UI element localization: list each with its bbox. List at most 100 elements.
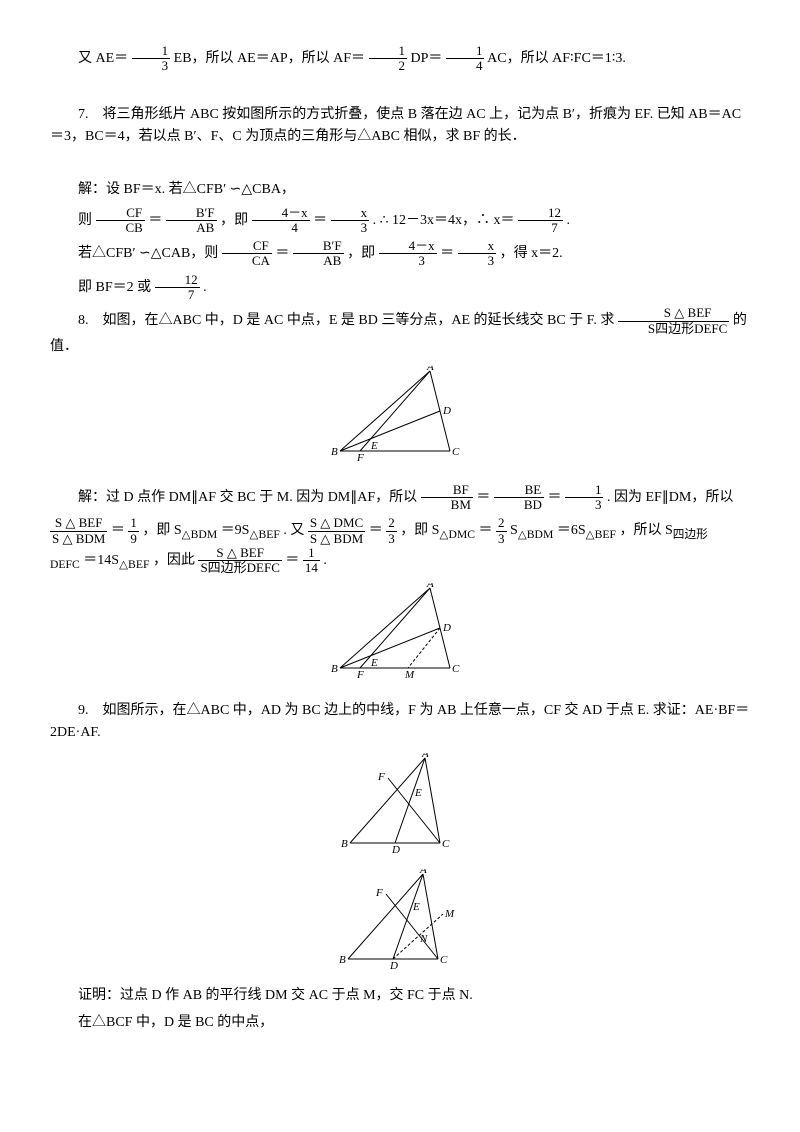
- triangle-diagram-2: A B C D EF M: [330, 583, 470, 683]
- svg-text:D: D: [442, 405, 451, 417]
- text: AC，所以 AF∶FC＝1∶3.: [487, 51, 626, 66]
- triangle-diagram-4: ABCDEFMN: [338, 869, 463, 969]
- q8-problem: 8. 如图，在△ABC 中，D 是 AC 中点，E 是 BD 三等分点，AE 的…: [50, 306, 750, 358]
- text: ＝: [440, 246, 454, 261]
- svg-text:E: E: [370, 440, 378, 452]
- frac: 23: [386, 516, 397, 546]
- frac: CFCB: [96, 206, 145, 236]
- text: ＝: [476, 490, 490, 505]
- q7-sol-line1: 解：设 BF＝x. 若△CFB′ ∽△CBA，: [50, 179, 750, 201]
- q9-problem: 9. 如图所示，在△ABC 中，AD 为 BC 边上的中线，F 为 AB 上任意…: [50, 700, 750, 745]
- svg-text:C: C: [440, 954, 448, 966]
- frac: CFCA: [222, 239, 272, 269]
- svg-text:M: M: [444, 908, 455, 920]
- svg-text:B: B: [341, 838, 348, 850]
- text: ，因此: [153, 553, 195, 568]
- text: ，即 S: [400, 523, 439, 538]
- svg-text:A: A: [419, 869, 427, 876]
- text: ＝14S: [83, 553, 119, 568]
- opening-line: 又 AE＝ 13 EB，所以 AE＝AP，所以 AF＝ 12 DP＝ 14 AC…: [50, 44, 750, 74]
- svg-text:A: A: [421, 753, 429, 760]
- text: EB，所以 AE＝AP，所以 AF＝: [174, 51, 365, 66]
- frac: BFBM: [421, 483, 473, 513]
- subscript: △BEF: [119, 558, 149, 571]
- triangle-diagram-3: ABCDEF: [340, 753, 460, 853]
- text: ，所以 S: [619, 523, 672, 538]
- q7-sol-line4: 即 BF＝2 或 127 .: [50, 273, 750, 303]
- text: S: [510, 523, 518, 538]
- frac: 19: [128, 516, 139, 546]
- text: 解：过 D 点作 DM∥AF 交 BC 于 M. 因为 DM∥AF，所以: [78, 490, 417, 505]
- svg-text:C: C: [442, 838, 450, 850]
- triangle-diagram-1: ABCDEF: [330, 366, 470, 466]
- subscript: △BDM: [182, 528, 218, 541]
- frac-1-3: 13: [132, 44, 171, 74]
- text: .: [567, 213, 571, 228]
- text: ＝: [547, 490, 561, 505]
- text: ＝: [285, 553, 299, 568]
- frac: 4－x4: [252, 206, 310, 236]
- frac: S △ BEFS四边形DEFC: [198, 546, 281, 576]
- text: . 因为 EF∥DM，所以: [607, 490, 733, 505]
- text: . 又: [283, 523, 304, 538]
- svg-text:B: B: [331, 663, 338, 675]
- svg-text:M: M: [404, 669, 415, 681]
- frac: 127: [155, 273, 200, 303]
- q8-sol-line1: 解：过 D 点作 DM∥AF 交 BC 于 M. 因为 DM∥AF，所以 BFB…: [50, 483, 750, 513]
- frac: x3: [331, 206, 370, 236]
- subscript: △BEF: [586, 528, 616, 541]
- svg-text:F: F: [377, 771, 385, 783]
- q9-proof-line1: 证明：过点 D 作 AB 的平行线 DM 交 AC 于点 M，交 FC 于点 N…: [50, 985, 750, 1007]
- text: ＝: [479, 523, 493, 538]
- subscript: DEFC: [50, 558, 80, 571]
- svg-text:B: B: [339, 954, 346, 966]
- subscript: △BEF: [249, 528, 279, 541]
- figure-4: ABCDEFMN: [50, 869, 750, 977]
- frac: 114: [303, 546, 320, 576]
- frac: BEBD: [494, 483, 544, 513]
- subscript: △BDM: [518, 528, 554, 541]
- figure-3: ABCDEF: [50, 753, 750, 861]
- text: .: [323, 553, 327, 568]
- frac: 127: [518, 206, 563, 236]
- figure-1: ABCDEF: [50, 366, 750, 474]
- q7-sol-line3: 若△CFB′ ∽△CAB，则 CFCA ＝ B′FAB ，即 4－x3 ＝ x3…: [50, 239, 750, 269]
- q8-sol-line2: S △ BEFS △ BDM ＝ 19 ，即 S△BDM ＝9S△BEF . 又…: [50, 516, 750, 546]
- text: ＝: [369, 523, 383, 538]
- text: 8. 如图，在△ABC 中，D 是 AC 中点，E 是 BD 三等分点，AE 的…: [78, 313, 614, 328]
- frac: S △ BEFS四边形DEFC: [618, 306, 729, 336]
- svg-text:N: N: [419, 933, 428, 945]
- text: . ∴ 12－3x＝4x，∴ x＝: [373, 213, 515, 228]
- text: DP＝: [411, 51, 443, 66]
- subscript: △DMC: [439, 528, 475, 541]
- svg-text:F: F: [356, 669, 364, 681]
- text: 又 AE＝: [78, 51, 128, 66]
- svg-text:B: B: [331, 446, 338, 458]
- svg-text:A: A: [426, 366, 434, 373]
- text: ＝: [148, 213, 162, 228]
- q9-proof-line2: 在△BCF 中，D 是 BC 的中点，: [50, 1012, 750, 1034]
- frac-1-2: 12: [369, 44, 408, 74]
- svg-text:D: D: [442, 622, 451, 634]
- svg-text:F: F: [356, 452, 364, 464]
- svg-text:E: E: [414, 787, 422, 799]
- q8-sol-line3: DEFC ＝14S△BEF ，因此 S △ BEFS四边形DEFC ＝ 114 …: [50, 546, 750, 576]
- text: 若△CFB′ ∽△CAB，则: [78, 246, 218, 261]
- svg-text:A: A: [426, 583, 434, 590]
- q7-sol-line2: 则 CFCB ＝ B′FAB ，即 4－x4 ＝ x3 . ∴ 12－3x＝4x…: [50, 206, 750, 236]
- frac: x3: [458, 239, 497, 269]
- figure-2: A B C D EF M: [50, 583, 750, 691]
- text: ，得 x＝2.: [500, 246, 563, 261]
- text: 则: [78, 213, 92, 228]
- text: .: [203, 280, 207, 295]
- svg-text:E: E: [412, 901, 420, 913]
- text: 即 BF＝2 或: [78, 280, 151, 295]
- svg-text:F: F: [375, 887, 383, 899]
- frac: S △ DMCS △ BDM: [308, 516, 365, 546]
- text: ＝: [275, 246, 289, 261]
- frac: B′FAB: [166, 206, 217, 236]
- svg-text:C: C: [452, 663, 460, 675]
- text: ，即: [220, 213, 252, 228]
- text: ，即 S: [142, 523, 181, 538]
- svg-text:E: E: [370, 657, 378, 669]
